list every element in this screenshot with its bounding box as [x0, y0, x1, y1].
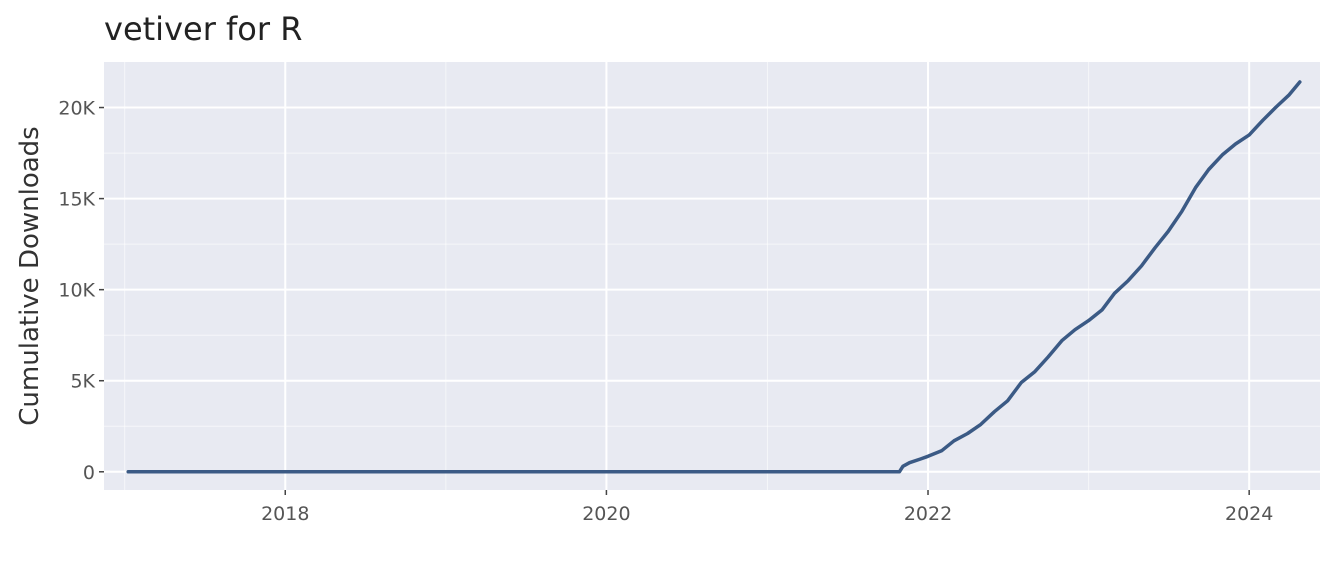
- x-tick-label: 2022: [904, 503, 952, 525]
- chart-title: vetiver for R: [104, 10, 302, 48]
- y-axis: 0 5K 10K 15K 20K: [58, 98, 104, 484]
- plot-panel: [104, 62, 1320, 490]
- x-tick-label: 2020: [582, 503, 630, 525]
- x-tick-label: 2018: [261, 503, 309, 525]
- y-tick-label: 0: [83, 462, 95, 484]
- y-axis-label: Cumulative Downloads: [15, 126, 45, 425]
- x-axis: 2018 2020 2022 2024: [261, 490, 1273, 525]
- y-tick-label: 15K: [58, 189, 95, 211]
- series-layer: [126, 80, 1302, 474]
- y-tick-label: 10K: [58, 280, 95, 302]
- minor-grid: [104, 62, 1320, 490]
- x-tick-label: 2024: [1225, 503, 1273, 525]
- series-line: [126, 80, 1302, 474]
- y-tick-label: 20K: [58, 98, 95, 120]
- y-tick-label: 5K: [70, 371, 95, 393]
